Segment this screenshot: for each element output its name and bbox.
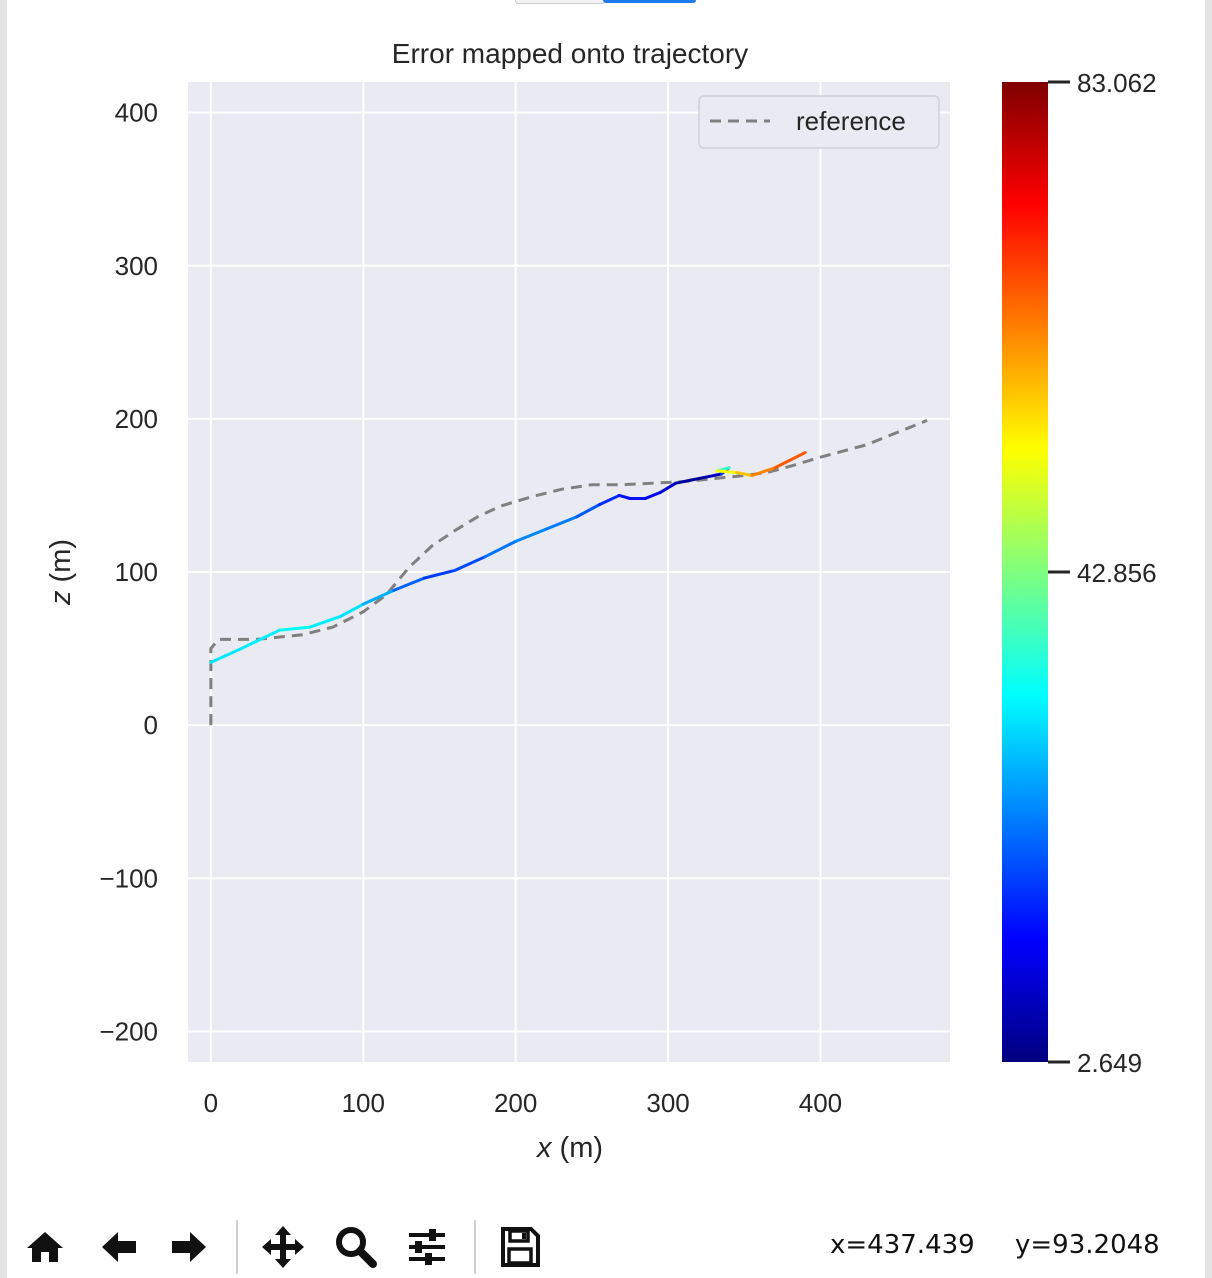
x-tick-label: 300 — [646, 1088, 689, 1118]
save-icon — [501, 1227, 540, 1267]
legend: reference — [698, 95, 940, 149]
trajectory-segment — [209, 647, 243, 664]
forward-button[interactable] — [166, 1224, 212, 1270]
trajectory-segment — [689, 475, 708, 482]
trajectory-segment — [750, 466, 777, 478]
trajectory-segment — [658, 481, 678, 494]
trajectory-segment — [361, 588, 396, 606]
y-tick-label: −100 — [99, 863, 158, 893]
trajectory-segment — [483, 539, 518, 559]
zoom-button[interactable] — [333, 1224, 379, 1270]
trajectory-segment — [453, 555, 487, 572]
trajectory-segment — [597, 493, 621, 507]
y-tick-label: 0 — [144, 710, 158, 740]
y-tick-label: 200 — [115, 404, 158, 434]
y-tick-label: −200 — [99, 1016, 158, 1046]
x-tick-label: 100 — [342, 1088, 385, 1118]
x-tick-label: 200 — [494, 1088, 537, 1118]
colorbar: 83.062 42.856 2.649 — [1002, 68, 1157, 1078]
y-tick-label: 300 — [115, 251, 158, 281]
trajectory-segment — [422, 568, 457, 580]
y-tick-label: 100 — [115, 557, 158, 587]
y-axis-label: z (m) — [45, 539, 77, 606]
reference-line — [209, 419, 928, 726]
cursor-y-readout: y=93.2048 — [1015, 1230, 1160, 1260]
trajectory-segment — [514, 527, 548, 543]
x-axis-label: x (m) — [535, 1132, 603, 1164]
trajectory-segment — [643, 490, 662, 500]
trajectory-segment — [617, 493, 632, 500]
trajectory-segment — [773, 451, 807, 470]
home-icon — [27, 1232, 63, 1262]
forward-arrow-icon — [172, 1232, 206, 1262]
navigation-toolbar: x=437.439 y=93.2048 — [0, 1212, 1212, 1278]
configure-subplots-button[interactable] — [404, 1224, 450, 1270]
colorbar-gradient — [1002, 82, 1048, 1062]
tab-indicator-active[interactable] — [603, 0, 696, 3]
toolbar-separator — [236, 1220, 238, 1274]
colorbar-tick-label: 42.856 — [1077, 558, 1157, 588]
trajectory-segment — [544, 515, 579, 531]
colorbar-tick-label: 83.062 — [1077, 68, 1157, 98]
back-arrow-icon — [102, 1232, 136, 1262]
configure-subplots-icon — [409, 1229, 445, 1265]
colorbar-tick-label: 2.649 — [1077, 1048, 1142, 1078]
trajectory-figure: 0 100 200 300 400 400 300 200 100 0 −100 −200 Error… — [45, 38, 1157, 1164]
cursor-x-readout: x=437.439 — [830, 1230, 975, 1260]
trajectory-segment — [715, 469, 739, 474]
legend-label: reference — [796, 106, 906, 136]
trajectory-segment — [735, 470, 754, 478]
trajectory-segment — [674, 478, 693, 485]
y-tick-label: 400 — [115, 98, 158, 128]
trajectory-segment — [277, 625, 312, 632]
x-tick-label: 0 — [204, 1088, 218, 1118]
trajectory-segment — [308, 614, 342, 629]
chart-title: Error mapped onto trajectory — [392, 38, 748, 69]
home-button[interactable] — [22, 1224, 68, 1270]
trajectory-segment — [239, 628, 281, 651]
zoom-icon — [336, 1227, 377, 1268]
legend-box — [698, 95, 940, 149]
back-button[interactable] — [96, 1224, 142, 1270]
save-button[interactable] — [497, 1224, 543, 1270]
pan-icon — [262, 1226, 304, 1268]
trajectory-segment — [338, 602, 365, 618]
trajectory-segment — [704, 472, 723, 479]
pan-button[interactable] — [260, 1224, 306, 1270]
trajectory-segment — [575, 503, 601, 519]
toolbar-separator — [474, 1220, 476, 1274]
trajectory-segment — [392, 576, 426, 592]
x-tick-label: 400 — [799, 1088, 842, 1118]
